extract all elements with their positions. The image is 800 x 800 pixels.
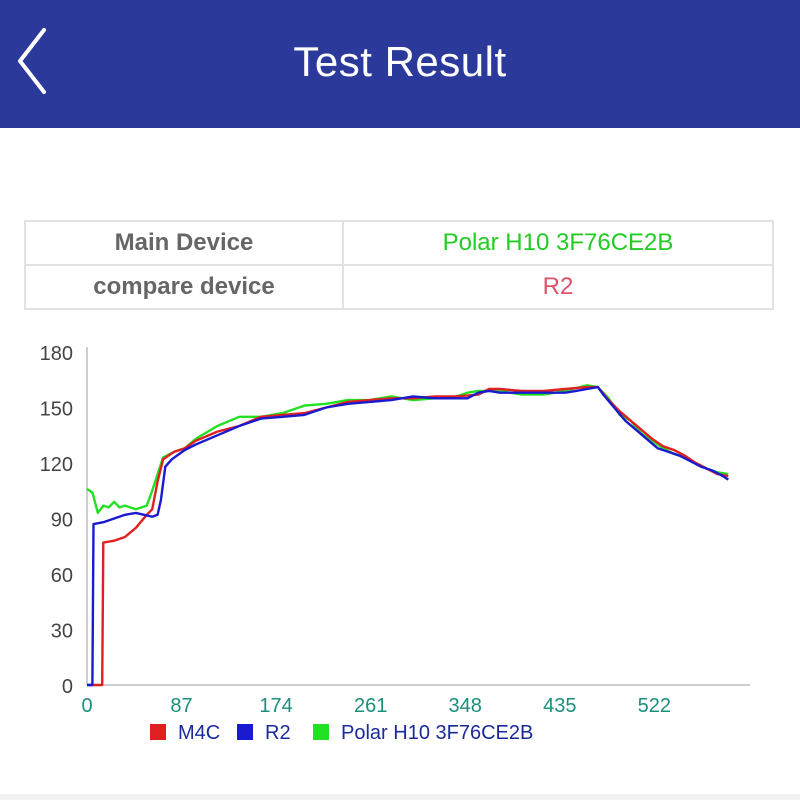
y-tick-label: 60 — [51, 565, 73, 587]
y-tick-label: 180 — [40, 343, 73, 365]
x-tick-label: 87 — [170, 695, 192, 717]
heart-rate-chart: 0 30 60 90 120 150 180 0 87 174 261 348 435 522 M4C R2 P… — [40, 343, 750, 744]
legend-swatch — [150, 724, 166, 740]
legend-swatch — [237, 724, 253, 740]
legend-swatch — [313, 724, 329, 740]
x-tick-label: 435 — [543, 695, 576, 717]
table-row: compare device R2 — [24, 264, 774, 310]
y-tick-label: 120 — [40, 454, 73, 476]
y-tick-label: 90 — [51, 510, 73, 532]
series-line-r2 — [87, 385, 729, 687]
legend-label: Polar H10 3F76CE2B — [341, 722, 533, 744]
y-tick-label: 30 — [51, 621, 73, 643]
x-tick-label: 174 — [259, 695, 292, 717]
device-info-table: Main Device Polar H10 3F76CE2B compare d… — [24, 220, 774, 310]
main-device-value: Polar H10 3F76CE2B — [342, 220, 774, 266]
y-tick-label: 150 — [40, 399, 73, 421]
compare-device-value: R2 — [342, 264, 774, 310]
app-header: Test Result — [0, 0, 800, 128]
x-tick-label: 261 — [354, 695, 387, 717]
legend-label: M4C — [178, 722, 220, 744]
legend-label: R2 — [265, 722, 291, 744]
compare-device-label: compare device — [24, 264, 344, 310]
bottom-divider — [0, 794, 800, 800]
table-row: Main Device Polar H10 3F76CE2B — [24, 220, 774, 266]
x-tick-label: 348 — [449, 695, 482, 717]
page-title: Test Result — [293, 38, 507, 85]
main-device-label: Main Device — [24, 220, 344, 266]
x-tick-label: 522 — [638, 695, 671, 717]
chevron-left-icon[interactable] — [14, 26, 54, 96]
x-tick-label: 0 — [81, 695, 92, 717]
series-line-m4c — [87, 385, 729, 687]
y-tick-label: 0 — [62, 676, 73, 698]
